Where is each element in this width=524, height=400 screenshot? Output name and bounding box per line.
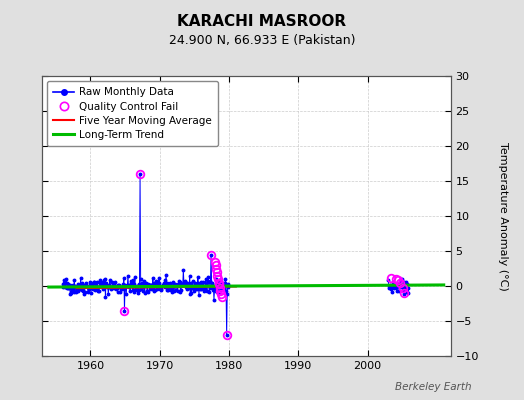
Text: KARACHI MASROOR: KARACHI MASROOR <box>178 14 346 29</box>
Y-axis label: Temperature Anomaly (°C): Temperature Anomaly (°C) <box>498 142 508 290</box>
Legend: Raw Monthly Data, Quality Control Fail, Five Year Moving Average, Long-Term Tren: Raw Monthly Data, Quality Control Fail, … <box>47 81 219 146</box>
Text: 24.900 N, 66.933 E (Pakistan): 24.900 N, 66.933 E (Pakistan) <box>169 34 355 47</box>
Text: Berkeley Earth: Berkeley Earth <box>395 382 472 392</box>
